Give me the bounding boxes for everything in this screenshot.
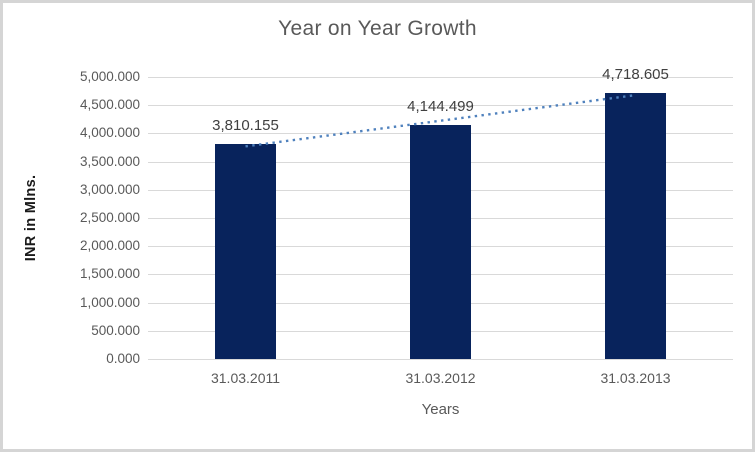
x-category-label: 31.03.2013 bbox=[600, 370, 671, 386]
y-tick-label: 1,000.000 bbox=[79, 294, 140, 310]
gridline bbox=[148, 105, 733, 107]
gridline bbox=[148, 77, 733, 78]
bar-value-label: 4,718.605 bbox=[602, 65, 669, 83]
y-tick-label: 2,000.000 bbox=[79, 238, 140, 254]
y-tick-label: 4,000.000 bbox=[79, 125, 140, 141]
y-tick-label: 5,000.000 bbox=[79, 69, 140, 84]
y-tick-label: 3,500.000 bbox=[79, 153, 140, 169]
x-category-label: 31.03.2012 bbox=[405, 370, 476, 386]
y-tick-label: 2,500.000 bbox=[79, 210, 140, 225]
y-tick-label: 4,500.000 bbox=[79, 97, 140, 113]
bar-value-label: 3,810.155 bbox=[212, 117, 279, 135]
x-category-label: 31.03.2011 bbox=[210, 370, 281, 386]
y-tick-label: 3,000.000 bbox=[79, 181, 140, 197]
trendline bbox=[245, 93, 636, 148]
bar-value-label: 4,144.499 bbox=[407, 98, 474, 116]
chart-canvas: Year on Year Growth INR in Mlns. 5,000.0… bbox=[3, 3, 752, 449]
y-tick-label: 500.000 bbox=[91, 322, 140, 338]
gridline bbox=[148, 359, 733, 360]
bar bbox=[410, 125, 471, 359]
x-axis-title: Years bbox=[421, 401, 460, 418]
bar bbox=[215, 144, 276, 359]
y-tick-label: 1,500.000 bbox=[79, 266, 140, 282]
bar bbox=[605, 92, 666, 359]
chart-title: Year on Year Growth bbox=[278, 17, 477, 40]
y-tick-label: 0.000 bbox=[106, 351, 140, 366]
